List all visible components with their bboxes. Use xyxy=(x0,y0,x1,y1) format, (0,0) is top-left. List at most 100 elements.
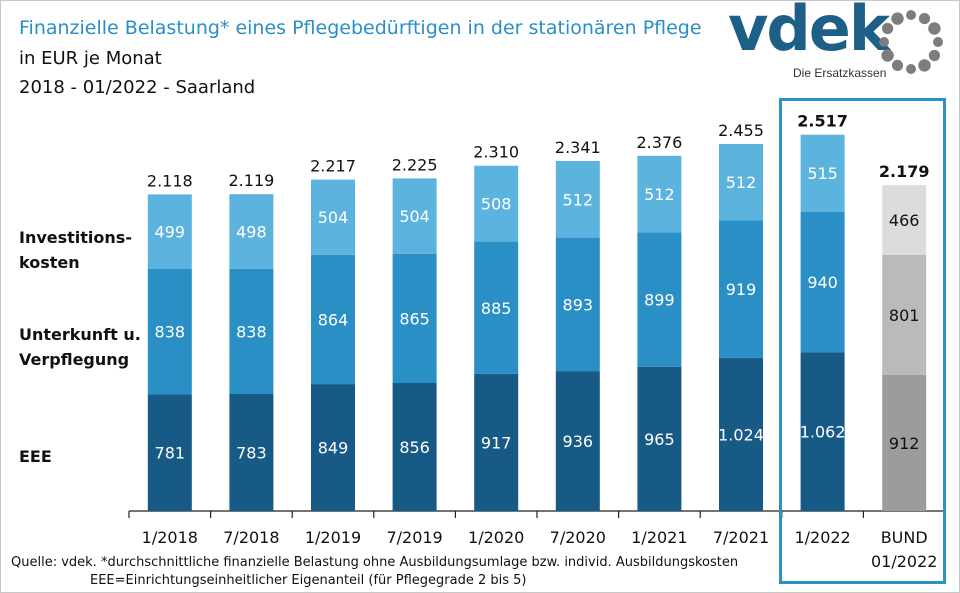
bar-segment-investment xyxy=(800,134,845,212)
label-investment: 498 xyxy=(236,222,267,241)
bar-segment-investment xyxy=(392,178,437,254)
bar-segment-eee xyxy=(147,394,192,511)
source-note-eee: EEE=Einrichtungseinheitlicher Eigenantei… xyxy=(90,573,527,588)
bar-segment-eee xyxy=(229,393,274,511)
label-accommodation: 940 xyxy=(807,273,838,292)
legend-accommodation-line1: Unterkunft u. xyxy=(19,325,141,344)
bar-segment-accommodation xyxy=(311,254,355,385)
bar-segment-eee xyxy=(719,357,763,511)
logo-dot xyxy=(933,37,943,47)
chart-title: Finanzielle Belastung* eines Pflegebedür… xyxy=(19,17,702,39)
x-tick-label: 1/2019 xyxy=(305,528,361,547)
total-label: 2.119 xyxy=(228,171,274,190)
label-eee: 965 xyxy=(644,430,675,449)
highlight-box xyxy=(779,98,946,584)
label-eee: 783 xyxy=(236,444,267,463)
x-tick-label: 1/2021 xyxy=(631,528,687,547)
label-accommodation: 801 xyxy=(889,306,920,325)
x-tick-label: 1/2018 xyxy=(142,528,198,547)
logo-dot xyxy=(891,12,904,25)
label-eee: 936 xyxy=(563,432,594,451)
x-tick-label: 7/2021 xyxy=(713,528,769,547)
label-accommodation: 838 xyxy=(155,323,186,342)
total-label: 2.118 xyxy=(147,171,193,190)
logo-dot xyxy=(928,22,941,35)
bar-segment-eee xyxy=(637,366,682,511)
label-investment: 504 xyxy=(399,207,430,226)
vdek-logo: vdek Die Ersatzkassen xyxy=(728,0,950,86)
x-tick-label: 1/2022 xyxy=(794,528,850,547)
label-eee: 856 xyxy=(399,438,430,457)
logo-word: vdek xyxy=(728,0,890,65)
bar-segment-accommodation xyxy=(555,237,600,372)
dot-ring-icon xyxy=(879,10,943,74)
bar-segment-accommodation xyxy=(147,269,192,395)
logo-dot xyxy=(881,49,894,62)
label-accommodation: 864 xyxy=(318,311,349,330)
logo-dot xyxy=(906,10,916,20)
bar-segment-investment xyxy=(882,185,927,255)
x-tick-label: 01/2022 xyxy=(871,552,937,571)
logo-dot xyxy=(918,13,931,25)
total-label: 2.341 xyxy=(555,138,601,157)
bar-segment-accommodation xyxy=(800,211,845,353)
label-eee: 1.024 xyxy=(718,426,764,445)
label-investment: 466 xyxy=(889,211,920,230)
bar-segment-investment xyxy=(719,144,763,221)
logo-dot xyxy=(891,59,904,71)
label-eee: 1.062 xyxy=(800,423,846,442)
total-label: 2.179 xyxy=(879,162,930,181)
label-accommodation: 919 xyxy=(726,280,757,299)
label-eee: 912 xyxy=(889,434,920,453)
total-label: 2.217 xyxy=(310,157,356,176)
x-tick-label: 7/2018 xyxy=(223,528,279,547)
total-label: 2.517 xyxy=(797,112,848,131)
legend-eee-line1: EEE xyxy=(19,447,52,466)
bar-segment-accommodation xyxy=(719,220,763,358)
chart-subtitle-period: 2018 - 01/2022 - Saarland xyxy=(19,77,256,98)
x-tick-label: 7/2019 xyxy=(386,528,442,547)
label-eee: 917 xyxy=(481,434,512,453)
legend-eee: EEE xyxy=(19,444,52,469)
bar-segment-investment xyxy=(147,194,192,269)
label-eee: 781 xyxy=(155,444,186,463)
x-tick-label: 1/2020 xyxy=(468,528,524,547)
label-accommodation: 899 xyxy=(644,291,675,310)
bar-segment-accommodation xyxy=(392,253,437,383)
bar-segment-eee xyxy=(882,374,927,511)
label-investment: 515 xyxy=(807,164,838,183)
source-note: Quelle: vdek. *durchschnittliche finanzi… xyxy=(11,555,739,570)
bar-segment-investment xyxy=(474,165,519,242)
x-tick-label: 7/2020 xyxy=(550,528,606,547)
legend-investment-line2: kosten xyxy=(19,253,80,272)
bar-segment-eee xyxy=(800,352,845,511)
bar-segment-eee xyxy=(474,373,519,511)
label-investment: 512 xyxy=(644,185,675,204)
label-accommodation: 838 xyxy=(236,322,267,341)
bar-segment-accommodation xyxy=(637,232,682,367)
label-investment: 499 xyxy=(155,223,186,242)
logo-dot xyxy=(879,37,889,47)
bar-segment-investment xyxy=(311,179,355,255)
total-label: 2.310 xyxy=(473,143,519,162)
bar-segment-eee xyxy=(392,383,437,511)
bar-segment-eee xyxy=(311,384,355,511)
label-eee: 849 xyxy=(318,439,349,458)
logo-dot xyxy=(882,22,894,35)
logo-subtitle: Die Ersatzkassen xyxy=(793,66,887,80)
label-accommodation: 865 xyxy=(399,309,430,328)
label-investment: 512 xyxy=(563,190,594,209)
label-accommodation: 893 xyxy=(563,295,594,314)
bar-segment-accommodation xyxy=(882,254,927,375)
legend-accommodation: Unterkunft u. Verpflegung xyxy=(19,322,141,372)
label-investment: 508 xyxy=(481,195,512,214)
bar-segment-investment xyxy=(555,161,600,238)
bar-segment-eee xyxy=(555,371,600,511)
bar-segment-investment xyxy=(637,155,682,233)
x-tick-label: BUND xyxy=(881,528,928,547)
total-label: 2.376 xyxy=(636,133,682,152)
label-investment: 512 xyxy=(726,173,757,192)
chart-subtitle-unit: in EUR je Monat xyxy=(19,48,162,69)
legend-accommodation-line2: Verpflegung xyxy=(19,350,130,369)
